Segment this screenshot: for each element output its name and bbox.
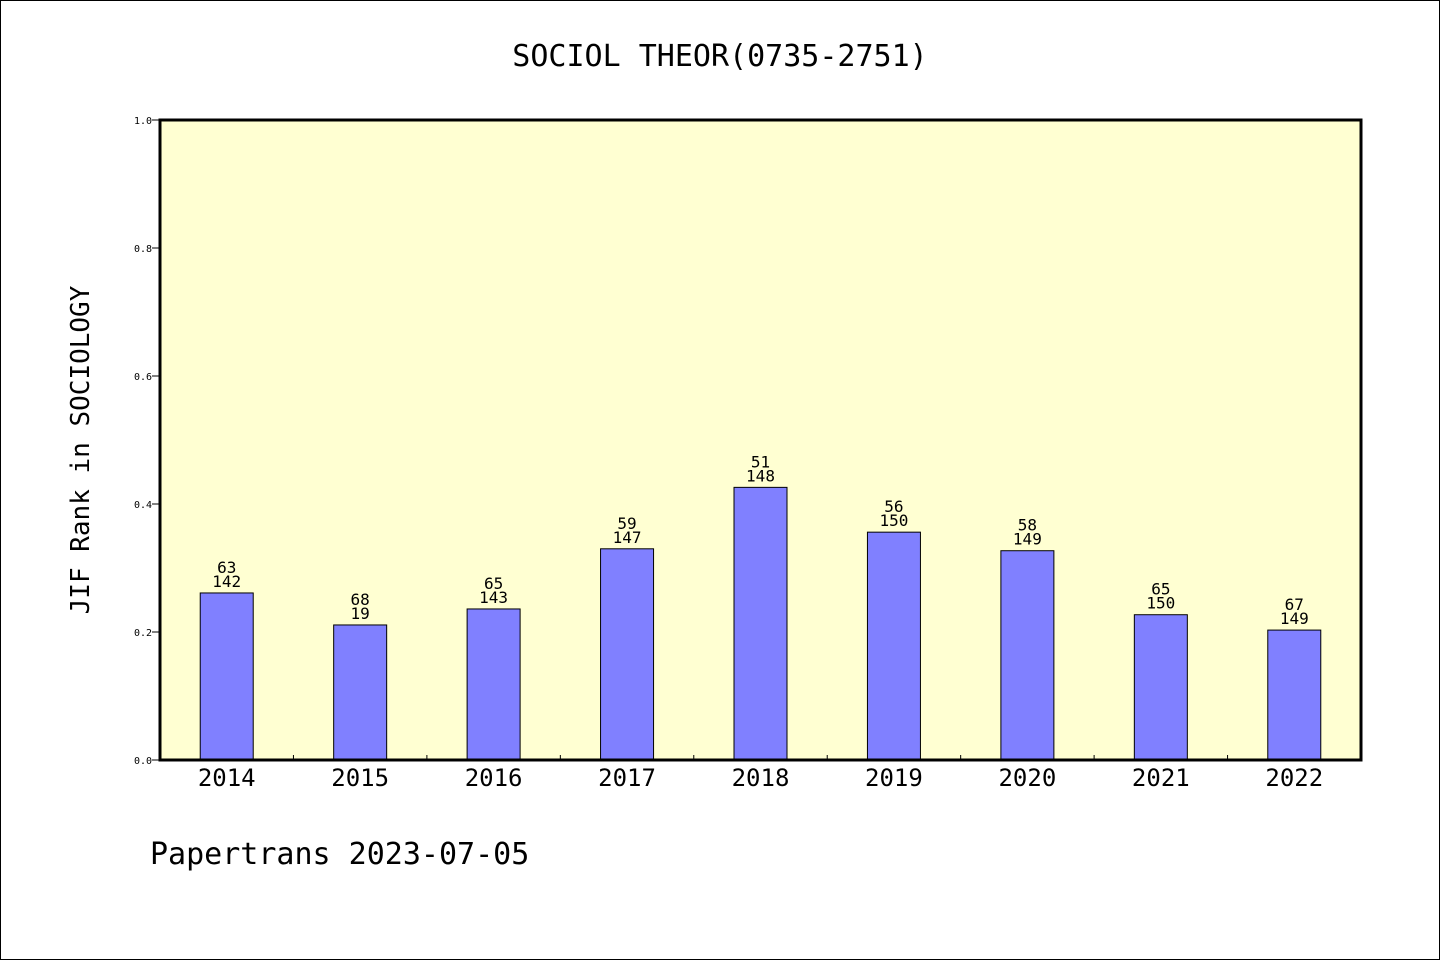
bar-rank-label: 63 [217, 558, 236, 577]
x-tick-label: 2021 [1132, 764, 1190, 792]
y-tick-label: 0.2 [134, 628, 152, 639]
y-axis-label: JIF Rank in SOCIOLOGY [66, 285, 96, 614]
bar-total-label: 19 [351, 604, 370, 623]
bar-2022 [1267, 629, 1322, 761]
bar-total-label: 142 [212, 572, 241, 591]
x-tick-label: 2018 [732, 764, 790, 792]
plot-border [158, 118, 1363, 762]
bar-2015 [333, 624, 388, 761]
bar-total-label: 150 [879, 511, 908, 530]
y-tick-label: 0.4 [134, 500, 152, 511]
x-tick-label: 2019 [865, 764, 923, 792]
x-tick-label: 2020 [998, 764, 1056, 792]
bar-2020 [1000, 550, 1055, 761]
x-tick-label: 2014 [198, 764, 256, 792]
bar-total-label: 147 [613, 528, 642, 547]
bar-total-label: 148 [746, 466, 775, 485]
bar-total-label: 149 [1013, 530, 1042, 549]
bar-rank-label: 59 [617, 514, 636, 533]
chart-title: SOCIOL THEOR(0735-2751) [512, 39, 927, 74]
bar-total-label: 143 [479, 588, 508, 607]
bar-rank-label: 68 [351, 590, 370, 609]
y-tick-label: 1.0 [134, 116, 152, 127]
bar-2018 [733, 486, 788, 761]
x-tick-label: 2016 [465, 764, 523, 792]
bar-rank-label: 65 [1151, 580, 1170, 599]
footer-text: Papertrans 2023-07-05 [150, 837, 529, 872]
bar-2014 [199, 592, 254, 761]
y-tick-label: 0.8 [134, 244, 152, 255]
bar-rank-label: 58 [1018, 516, 1037, 535]
x-tick-label: 2022 [1265, 764, 1323, 792]
x-tick-label: 2017 [598, 764, 656, 792]
bar-rank-label: 51 [751, 452, 770, 471]
bar-total-label: 150 [1146, 594, 1175, 613]
y-tick-label: 0.6 [134, 372, 152, 383]
x-tick-label: 2015 [331, 764, 389, 792]
bar-rank-label: 67 [1285, 595, 1304, 614]
bar-2021 [1133, 614, 1188, 761]
bar-2016 [466, 608, 521, 761]
bar-2017 [600, 548, 655, 761]
bar-total-label: 149 [1280, 609, 1309, 628]
bar-rank-label: 56 [884, 497, 903, 516]
y-tick-label: 0.0 [134, 756, 152, 767]
bar-2019 [866, 531, 921, 761]
bar-rank-label: 65 [484, 574, 503, 593]
